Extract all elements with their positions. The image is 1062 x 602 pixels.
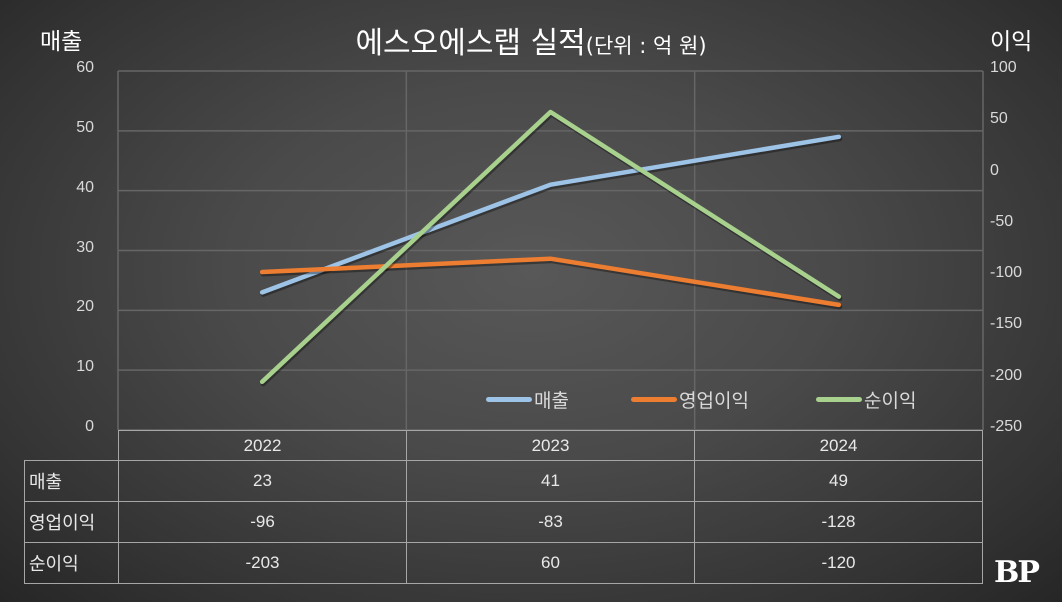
left-axis-title: 매출 <box>40 29 83 55</box>
table-header-cell: 2024 <box>694 430 983 461</box>
table-row: 매출 23 41 49 <box>24 460 983 502</box>
left-axis-tick-label: 20 <box>76 298 94 316</box>
bp-logo: BP <box>994 555 1040 590</box>
table-cell: 23 <box>118 460 407 502</box>
right-axis-tick-label: -150 <box>990 315 1023 333</box>
right-axis-tick-label: -250 <box>990 418 1023 435</box>
legend-swatch-sales <box>486 397 532 402</box>
left-axis-tick-label: 40 <box>76 178 94 196</box>
table-cell: 41 <box>406 460 695 502</box>
right-axis-tick-label: 50 <box>990 110 1008 128</box>
table-cell: -96 <box>118 501 407 543</box>
table-corner <box>24 430 119 461</box>
right-axis-title: 이익 <box>990 29 1033 55</box>
table-row-label: 매출 <box>24 460 119 502</box>
table-row: 영업이익 -96 -83 -128 <box>24 501 983 543</box>
table-row-label: 순이익 <box>24 542 119 584</box>
table-header-cell: 2023 <box>406 430 695 461</box>
left-axis-tick-label: 0 <box>85 418 94 435</box>
table-cell: -128 <box>694 501 983 543</box>
right-axis-tick-label: 100 <box>990 59 1017 76</box>
legend-label-operating-profit: 영업이익 <box>679 390 749 412</box>
table-cell: -203 <box>118 542 407 584</box>
data-table: 2022 2023 2024 매출 23 41 49 영업이익 -96 -83 … <box>24 430 983 584</box>
right-axis-tick-label: -100 <box>990 264 1023 282</box>
legend-label-sales: 매출 <box>534 390 569 412</box>
table-row: 순이익 -203 60 -120 <box>24 542 983 584</box>
chart-title-text: 에스오에스랩 실적 <box>355 26 586 61</box>
legend-item-sales: 매출 <box>486 386 569 413</box>
right-axis-tick-label: 0 <box>990 161 999 179</box>
table-cell: 49 <box>694 460 983 502</box>
table-cell: -120 <box>694 542 983 584</box>
left-axis-tick-label: 50 <box>76 118 94 136</box>
table-header-row: 2022 2023 2024 <box>24 430 983 461</box>
table-row-label: 영업이익 <box>24 501 119 543</box>
table-header-cell: 2022 <box>118 430 407 461</box>
chart-title: 에스오에스랩 실적(단위 : 억 원) <box>0 18 1062 62</box>
legend-swatch-operating-profit <box>631 397 677 402</box>
table-cell: -83 <box>406 501 695 543</box>
left-axis-tick-label: 10 <box>76 358 94 376</box>
left-axis-tick-label: 30 <box>76 238 94 256</box>
left-axis-tick-label: 60 <box>76 59 94 76</box>
legend-item-operating-profit: 영업이익 <box>631 386 749 413</box>
legend-label-net-profit: 순이익 <box>864 390 917 412</box>
right-axis-tick-label: -50 <box>990 212 1014 230</box>
table-cell: 60 <box>406 542 695 584</box>
right-axis-tick-label: -200 <box>990 366 1023 384</box>
chart-title-unit: (단위 : 억 원) <box>585 34 707 58</box>
legend-swatch-net-profit <box>816 397 862 402</box>
legend-item-net-profit: 순이익 <box>816 386 916 413</box>
